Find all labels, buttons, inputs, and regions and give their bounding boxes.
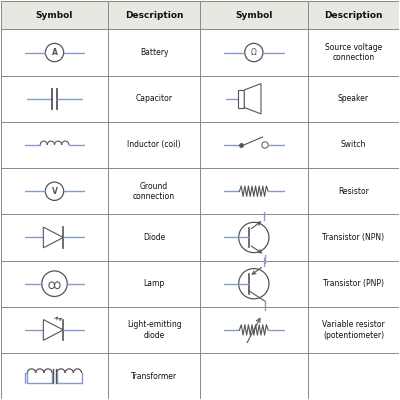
Text: Speaker: Speaker	[338, 94, 369, 103]
Text: Switch: Switch	[341, 140, 366, 150]
Polygon shape	[244, 84, 261, 114]
Polygon shape	[43, 320, 63, 340]
Text: Source voltage
connection: Source voltage connection	[325, 43, 382, 62]
Text: A: A	[52, 48, 58, 57]
Text: Symbol: Symbol	[235, 10, 272, 20]
Text: Variable resistor
(potentiometer): Variable resistor (potentiometer)	[322, 320, 385, 340]
Text: Transistor (PNP): Transistor (PNP)	[323, 279, 384, 288]
Text: V: V	[52, 187, 58, 196]
Bar	[1, 1, 399, 29]
Text: Light-emitting
diode: Light-emitting diode	[127, 320, 182, 340]
Bar	[238, 90, 244, 108]
Text: Symbol: Symbol	[36, 10, 73, 20]
Text: Diode: Diode	[143, 233, 165, 242]
Text: Ω: Ω	[251, 48, 257, 57]
Text: Inductor (coil): Inductor (coil)	[127, 140, 181, 150]
Text: Capacitor: Capacitor	[136, 94, 173, 103]
Text: Transistor (NPN): Transistor (NPN)	[322, 233, 384, 242]
Text: Description: Description	[125, 10, 184, 20]
Polygon shape	[43, 227, 63, 248]
Text: Lamp: Lamp	[144, 279, 165, 288]
Text: Ground
connection: Ground connection	[133, 182, 175, 201]
Text: Resistor: Resistor	[338, 187, 369, 196]
Text: Description: Description	[324, 10, 383, 20]
Text: Transformer: Transformer	[131, 372, 177, 381]
Text: Battery: Battery	[140, 48, 168, 57]
